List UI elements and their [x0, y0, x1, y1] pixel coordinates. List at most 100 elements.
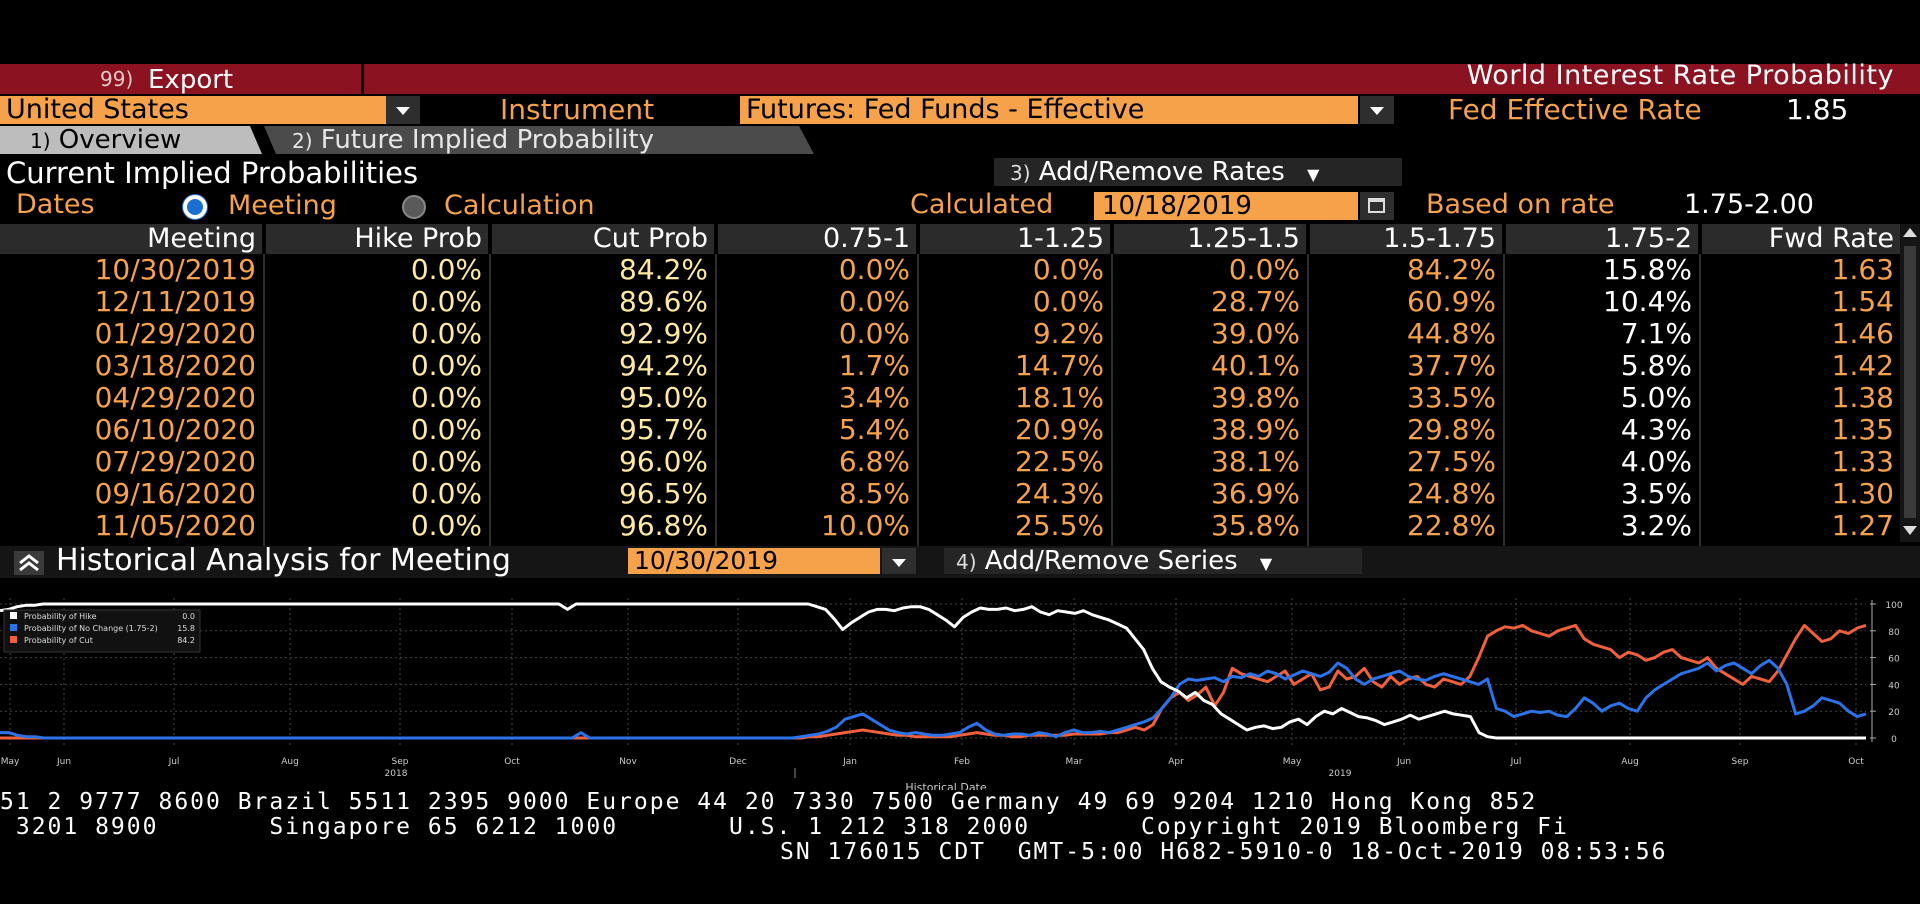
- country-dropdown[interactable]: United States: [0, 96, 392, 124]
- table-cell: 6.8%: [838, 445, 910, 478]
- table-row[interactable]: 01/29/2020 0.0% 92.9% 0.0% 9.2% 39.0% 44.8% 7.1…: [0, 318, 1900, 350]
- table-cell: 0.0%: [410, 477, 482, 510]
- add-remove-series-button[interactable]: 4) Add/Remove Series ▼: [944, 548, 1362, 574]
- column-header[interactable]: 1-1.25: [920, 224, 1110, 254]
- table-cell: 28.7%: [1211, 285, 1300, 318]
- chevron-down-icon[interactable]: [386, 96, 420, 124]
- y-tick-label: 60: [1888, 655, 1900, 665]
- legend-box: [3, 609, 201, 653]
- x-tick-label: May: [1, 757, 20, 767]
- table-cell: 3.2%: [1620, 509, 1692, 542]
- legend-value: 15.8: [177, 624, 195, 633]
- table-cell: 1.63: [1831, 253, 1894, 286]
- y-tick-label: 40: [1888, 681, 1900, 691]
- table-cell: 0.0%: [838, 285, 910, 318]
- table-cell: 3.5%: [1620, 477, 1692, 510]
- table-cell: 22.5%: [1015, 445, 1104, 478]
- x-tick-label: May: [1283, 757, 1302, 767]
- table-cell: 10/30/2019: [94, 253, 256, 286]
- y-tick-label: 20: [1888, 708, 1900, 718]
- x-tick-label: Nov: [619, 757, 637, 767]
- table-cell: 3.4%: [838, 381, 910, 414]
- tab-overview[interactable]: 1) Overview: [0, 126, 262, 154]
- x-tick-label: Jul: [1510, 757, 1522, 767]
- table-cell: 0.0%: [410, 509, 482, 542]
- table-scrollbar[interactable]: [1900, 224, 1920, 542]
- ticker-line-2: 3201 8900 Singapore 65 6212 1000 U.S. 1 …: [0, 814, 1569, 840]
- table-cell: 1.33: [1831, 445, 1894, 478]
- table-cell: 24.3%: [1015, 477, 1104, 510]
- table-cell: 95.0%: [619, 381, 708, 414]
- calculated-date-input[interactable]: 10/18/2019: [1094, 192, 1358, 220]
- table-cell: 84.2%: [1407, 253, 1496, 286]
- table-cell: 95.7%: [619, 413, 708, 446]
- export-button[interactable]: 99) Export: [0, 64, 364, 95]
- calendar-icon[interactable]: [1360, 192, 1394, 220]
- table-row[interactable]: 03/18/2020 0.0% 94.2% 1.7% 14.7% 40.1% 37.7% 5.…: [0, 350, 1900, 382]
- table-cell: 33.5%: [1407, 381, 1496, 414]
- column-header[interactable]: 1.25-1.5: [1114, 224, 1306, 254]
- column-divider: [263, 254, 265, 572]
- table-cell: 1.46: [1831, 317, 1894, 350]
- scroll-up-icon[interactable]: [1903, 228, 1917, 237]
- table-row[interactable]: 09/16/2020 0.0% 96.5% 8.5% 24.3% 36.9% 24.8% 3.…: [0, 478, 1900, 510]
- column-divider: [917, 254, 919, 572]
- table-cell: 9.2%: [1032, 317, 1104, 350]
- radio-calculation-label[interactable]: Calculation: [444, 190, 595, 221]
- table-row[interactable]: 04/29/2020 0.0% 95.0% 3.4% 18.1% 39.8% 33.5% 5.…: [0, 382, 1900, 414]
- scroll-down-icon[interactable]: [1903, 526, 1917, 535]
- column-divider: [1503, 254, 1505, 572]
- column-divider: [1699, 254, 1701, 572]
- tab-future-implied-probability[interactable]: 2) Future Implied Probability: [264, 126, 814, 154]
- table-cell: 07/29/2020: [94, 445, 256, 478]
- column-header[interactable]: Fwd Rate: [1702, 224, 1900, 254]
- column-header[interactable]: Hike Prob: [266, 224, 488, 254]
- table-row[interactable]: 12/11/2019 0.0% 89.6% 0.0% 0.0% 28.7% 60.9% 10.…: [0, 286, 1900, 318]
- y-tick-label: 80: [1888, 628, 1900, 638]
- x-tick-label: Oct: [1848, 757, 1864, 767]
- add-remove-rates-button[interactable]: 3) Add/Remove Rates ▼: [994, 158, 1402, 186]
- table-cell: 36.9%: [1211, 477, 1300, 510]
- button-label: Add/Remove Rates: [1038, 157, 1285, 187]
- column-header[interactable]: Meeting: [0, 224, 262, 254]
- radio-meeting-label[interactable]: Meeting: [228, 190, 337, 221]
- instrument-dropdown[interactable]: Futures: Fed Funds - Effective: [740, 96, 1358, 124]
- meeting-date-dropdown[interactable]: 10/30/2019: [628, 548, 880, 574]
- collapse-icon[interactable]: [14, 551, 44, 575]
- column-header[interactable]: 1.5-1.75: [1310, 224, 1502, 254]
- scrollbar-thumb[interactable]: [1904, 246, 1916, 518]
- column-header[interactable]: 1.75-2: [1506, 224, 1698, 254]
- table-cell: 1.54: [1831, 285, 1894, 318]
- dates-label: Dates: [16, 189, 95, 220]
- table-row[interactable]: 11/05/2020 0.0% 96.8% 10.0% 25.5% 35.8% 22.8% 3…: [0, 510, 1900, 542]
- table-row[interactable]: 06/10/2020 0.0% 95.7% 5.4% 20.9% 38.9% 29.8% 4.…: [0, 414, 1900, 446]
- table-row[interactable]: 07/29/2020 0.0% 96.0% 6.8% 22.5% 38.1% 27.5% 4.…: [0, 446, 1900, 478]
- chevron-down-icon[interactable]: [1360, 96, 1394, 124]
- table-cell: 14.7%: [1015, 349, 1104, 382]
- instrument-label: Instrument: [500, 93, 655, 126]
- based-on-rate-label: Based on rate: [1426, 189, 1615, 220]
- table-cell: 92.9%: [619, 317, 708, 350]
- table-cell: 1.35: [1831, 413, 1894, 446]
- legend-swatch: [10, 636, 17, 643]
- legend-value: 0.0: [182, 612, 195, 621]
- legend-swatch: [10, 624, 17, 631]
- table-cell: 39.8%: [1211, 381, 1300, 414]
- table-cell: 84.2%: [619, 253, 708, 286]
- column-header[interactable]: Cut Prob: [492, 224, 714, 254]
- table-cell: 10.4%: [1603, 285, 1692, 318]
- chevron-down-icon[interactable]: [882, 548, 916, 574]
- x-tick-label: Apr: [1168, 757, 1184, 767]
- table-cell: 94.2%: [619, 349, 708, 382]
- button-number: 4): [956, 550, 977, 574]
- table-cell: 8.5%: [838, 477, 910, 510]
- table-cell: 60.9%: [1407, 285, 1496, 318]
- table-cell: 1.38: [1831, 381, 1894, 414]
- column-divider: [1111, 254, 1113, 572]
- historical-probability-chart: 100 80 60 40 20 0 May Jun Jul Aug Sep Oct Nov Dec Jan F…: [0, 598, 1903, 790]
- table-row[interactable]: 10/30/2019 0.0% 84.2% 0.0% 0.0% 0.0% 84.2% 15.8…: [0, 254, 1900, 286]
- radio-calculation[interactable]: [402, 195, 426, 219]
- column-header[interactable]: 0.75-1: [718, 224, 916, 254]
- table-cell: 1.42: [1831, 349, 1894, 382]
- radio-meeting[interactable]: [183, 195, 207, 219]
